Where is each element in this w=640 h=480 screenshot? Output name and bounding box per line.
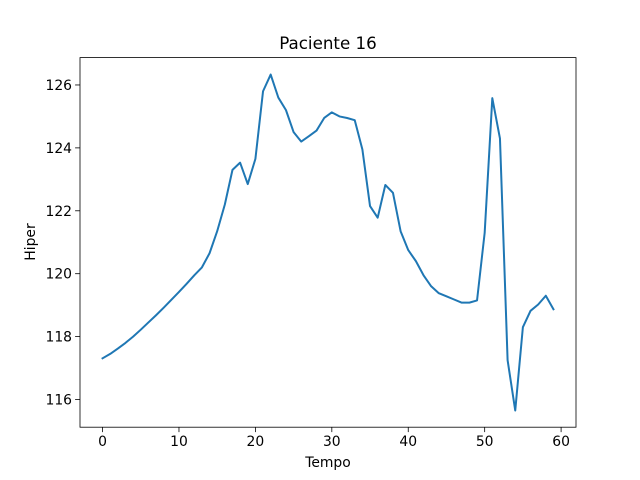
- y-tick-label: 122: [45, 204, 72, 220]
- x-axis-label: Tempo: [304, 455, 351, 471]
- plot-frame: [79, 57, 577, 428]
- y-tick-label: 116: [45, 393, 72, 409]
- y-tick-label: 120: [45, 267, 72, 283]
- data-line: [101, 73, 555, 412]
- chart-title: Paciente 16: [279, 33, 377, 53]
- y-axis-label: Hiper: [23, 223, 39, 261]
- x-tick-label: 40: [399, 434, 417, 450]
- x-tick-label: 30: [323, 434, 341, 450]
- x-tick-label: 0: [98, 434, 107, 450]
- y-tick-label: 118: [45, 330, 72, 346]
- x-tick-label: 50: [476, 434, 494, 450]
- x-tick-label: 10: [170, 434, 188, 450]
- x-tick-label: 60: [552, 434, 570, 450]
- x-tick-label: 20: [247, 434, 265, 450]
- y-tick-label: 124: [45, 141, 72, 157]
- y-tick-label: 126: [45, 78, 72, 94]
